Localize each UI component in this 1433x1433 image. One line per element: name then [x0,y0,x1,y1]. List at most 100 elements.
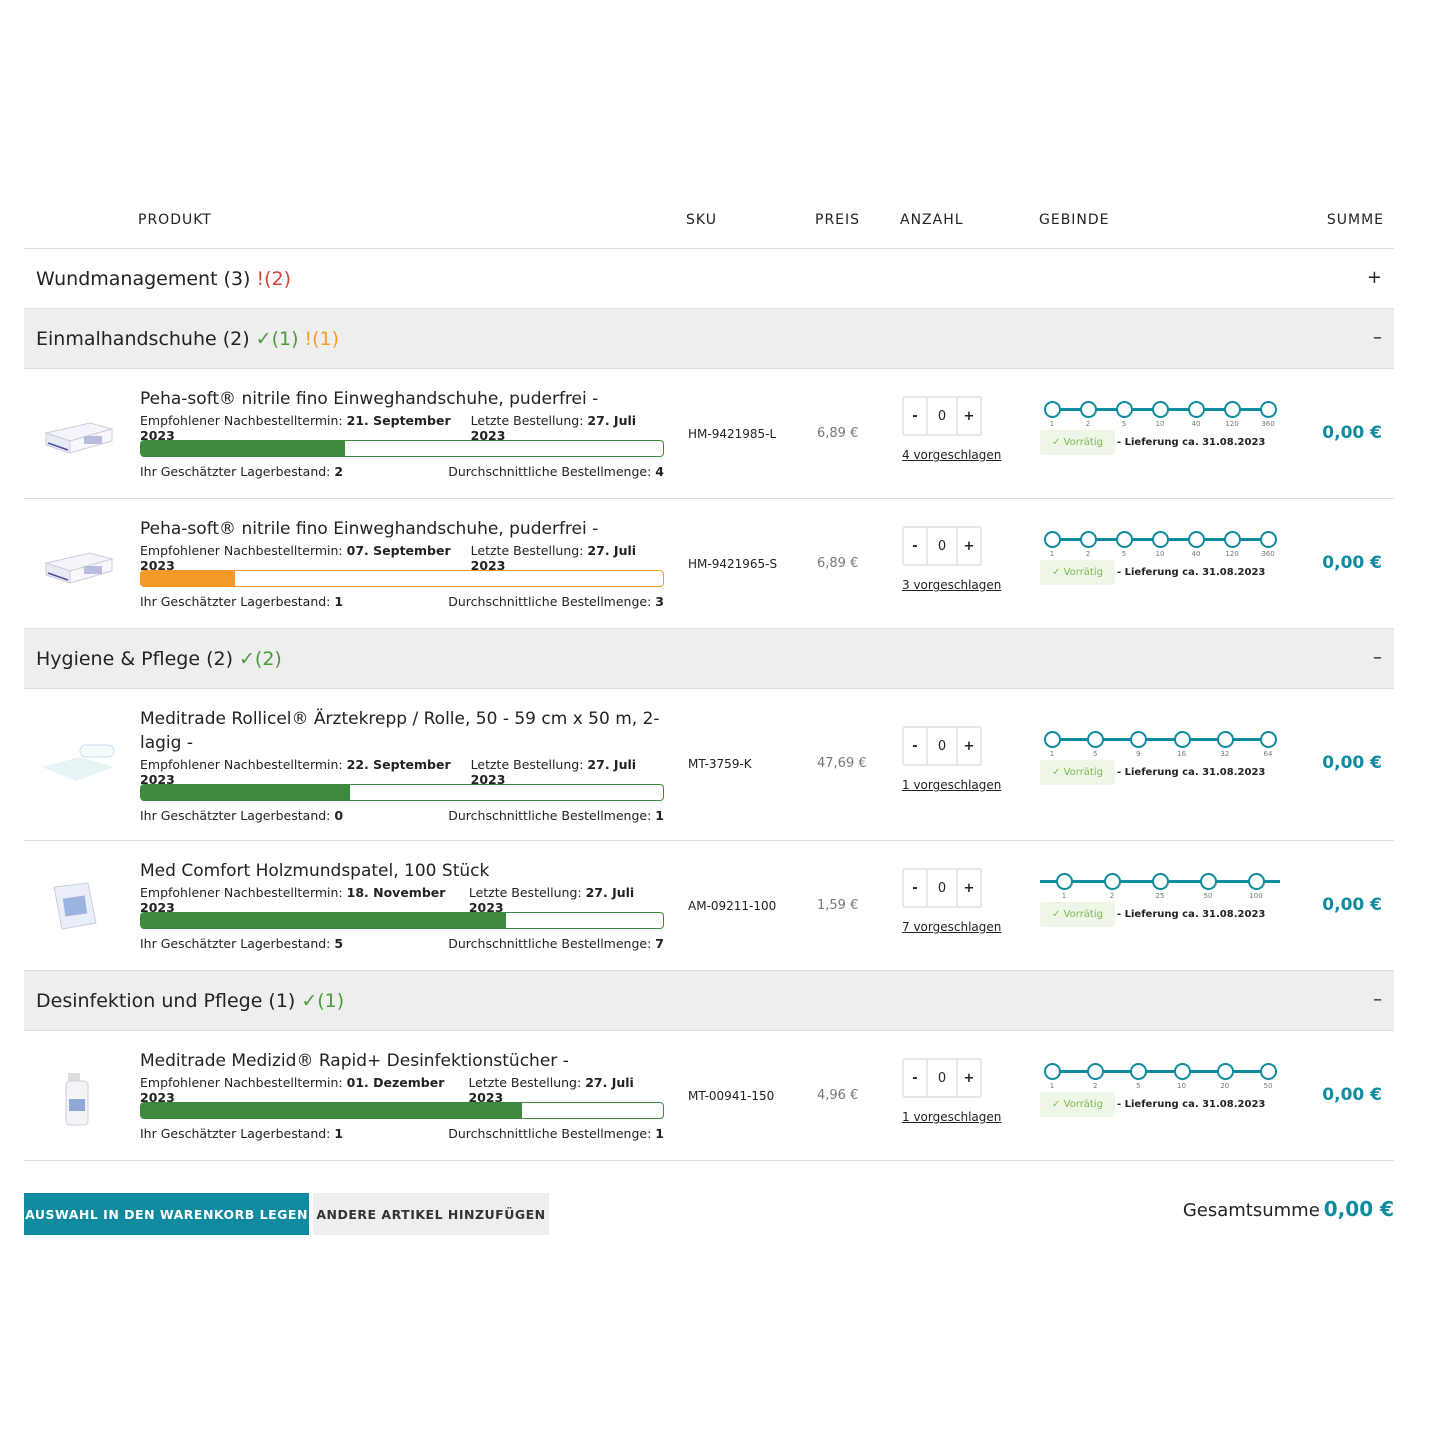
increment-button[interactable]: + [963,880,975,896]
pack-size-option[interactable] [1200,873,1217,890]
pack-size-option[interactable] [1260,1063,1277,1080]
pack-size-option[interactable] [1080,401,1097,418]
increment-button[interactable]: + [963,538,975,554]
suggested-quantity-link[interactable]: 1 vorgeschlagen [902,1110,1002,1124]
product-image[interactable] [40,881,116,931]
pack-size-option[interactable] [1056,873,1073,890]
pack-size-option[interactable] [1224,401,1241,418]
line-total: 0,00 € [1322,423,1382,443]
col-preis: PREIS [815,212,861,228]
pack-size-option[interactable] [1188,531,1205,548]
pack-size-slider[interactable]: 1 2 5 10 40 120 360 [1040,401,1280,431]
product-image[interactable] [40,409,116,459]
collapse-toggle[interactable]: – [1373,327,1382,348]
pack-size-option[interactable] [1130,731,1148,748]
pack-size-option[interactable] [1260,731,1277,748]
product-image[interactable] [40,1071,116,1126]
pack-size-option[interactable] [1260,401,1277,418]
product-name[interactable]: Peha-soft® nitrile fino Einweghandschuhe… [140,389,599,409]
recommended-date: Empfohlener Nachbestelltermin: 18. Novem… [140,885,446,915]
decrement-button[interactable]: - [912,738,918,754]
pack-size-option[interactable] [1044,731,1061,748]
add-other-items-button[interactable]: ANDERE ARTIKEL HINZUFÜGEN [313,1193,549,1235]
pack-size-selector: 1 2 5 10 40 120 360 ✓ Vorrätig - Lieferung ca. … [1040,401,1280,455]
pack-size-option[interactable] [1087,731,1105,748]
quantity-stepper: -0 + [902,726,982,766]
product-image[interactable] [40,539,116,589]
average-order: Durchschnittliche Bestellmenge: 1 [448,1126,664,1141]
in-stock-badge: ✓ Vorrätig [1040,902,1115,927]
collapse-toggle[interactable]: – [1373,647,1382,668]
category-row[interactable]: Wundmanagement (3) !(2) + [24,249,1394,309]
average-order: Durchschnittliche Bestellmenge: 3 [448,594,664,609]
suggested-quantity-link[interactable]: 7 vorgeschlagen [902,920,1002,934]
expand-toggle[interactable]: + [1366,267,1382,288]
decrement-button[interactable]: - [912,538,918,554]
estimated-stock: Ihr Geschätzter Lagerbestand: 0 [140,808,344,823]
pack-size-option[interactable] [1173,731,1191,748]
suggested-quantity-link[interactable]: 3 vorgeschlagen [902,578,1002,592]
decrement-button[interactable]: - [912,880,918,896]
check-icon: ✓ [1052,767,1061,778]
pack-size-slider[interactable]: 1 2 5 10 20 50 [1040,1063,1280,1093]
increment-button[interactable]: + [963,738,975,754]
product-name[interactable]: Meditrade Medizid® Rapid+ Desinfektionst… [140,1051,569,1071]
pack-size-option[interactable] [1248,873,1265,890]
sku: HM-9421965-S [688,557,778,571]
quantity-input[interactable]: 0 [926,728,958,764]
product-name[interactable]: Peha-soft® nitrile fino Einweghandschuhe… [140,519,599,539]
category-row[interactable]: Einmalhandschuhe (2) ✓(1) !(1) – [24,309,1394,369]
suggested-quantity-link[interactable]: 1 vorgeschlagen [902,778,1002,792]
quantity-input[interactable]: 0 [926,870,958,906]
pack-size-option[interactable] [1116,531,1133,548]
ok-count: ✓(2) [238,647,282,670]
pack-size-option[interactable] [1104,873,1121,890]
col-produkt: PRODUKT [138,212,212,228]
category-row[interactable]: Hygiene & Pflege (2) ✓(2) – [24,629,1394,689]
category-row[interactable]: Desinfektion und Pflege (1) ✓(1) – [24,971,1394,1031]
pack-size-option[interactable] [1216,731,1234,748]
decrement-button[interactable]: - [912,1070,918,1086]
add-to-cart-button[interactable]: AUSWAHL IN DEN WARENKORB LEGEN [24,1193,309,1235]
increment-button[interactable]: + [963,408,975,424]
pack-size-label: 120 [1225,550,1239,558]
pack-size-label: 1 [1049,550,1055,558]
pack-size-option[interactable] [1044,401,1061,418]
quantity-input[interactable]: 0 [926,398,958,434]
pack-size-option[interactable] [1116,401,1133,418]
product-image[interactable] [40,737,116,787]
check-icon: ✓ [255,327,272,350]
pack-size-option[interactable] [1188,401,1205,418]
pack-size-option[interactable] [1224,531,1241,548]
pack-size-option[interactable] [1152,401,1169,418]
collapse-toggle[interactable]: – [1373,989,1382,1010]
decrement-button[interactable]: - [912,408,918,424]
pack-size-option[interactable] [1152,873,1169,890]
delivery-date: - Lieferung ca. 31.08.2023 [1116,567,1266,578]
pack-size-option[interactable] [1260,531,1277,548]
pack-size-option[interactable] [1152,531,1169,548]
pack-size-option[interactable] [1044,531,1061,548]
pack-size-option[interactable] [1080,531,1097,548]
product-name[interactable]: Meditrade Rollicel® Ärztekrepp / Rolle, … [140,709,660,753]
quantity-input[interactable]: 0 [926,528,958,564]
delivery-date: - Lieferung ca. 31.08.2023 [1116,767,1266,778]
pack-size-option[interactable] [1130,1063,1148,1080]
pack-size-label: 120 [1225,420,1239,428]
estimated-stock: Ihr Geschätzter Lagerbestand: 2 [140,464,344,479]
suggested-quantity-link[interactable]: 4 vorgeschlagen [902,448,1002,462]
pack-size-option[interactable] [1087,1063,1105,1080]
pack-size-slider[interactable]: 1 2 25 50 100 [1040,873,1280,903]
product-name[interactable]: Med Comfort Holzmundspatel, 100 Stück [140,861,490,881]
increment-button[interactable]: + [963,1070,975,1086]
pack-size-selector: 1 2 25 50 100 ✓ Vorrätig - Lieferung ca. 31.0… [1040,873,1280,927]
pack-size-label: 16 [1177,750,1187,758]
quantity-input[interactable]: 0 [926,1060,958,1096]
sku: HM-9421985-L [688,427,777,441]
last-order: Letzte Bestellung: 27. Juli 2023 [468,885,635,915]
pack-size-option[interactable] [1173,1063,1191,1080]
pack-size-slider[interactable]: 1 2 5 10 40 120 360 [1040,531,1280,561]
pack-size-option[interactable] [1044,1063,1061,1080]
pack-size-slider[interactable]: 1 5 9 16 32 64 [1040,731,1280,761]
pack-size-option[interactable] [1216,1063,1234,1080]
